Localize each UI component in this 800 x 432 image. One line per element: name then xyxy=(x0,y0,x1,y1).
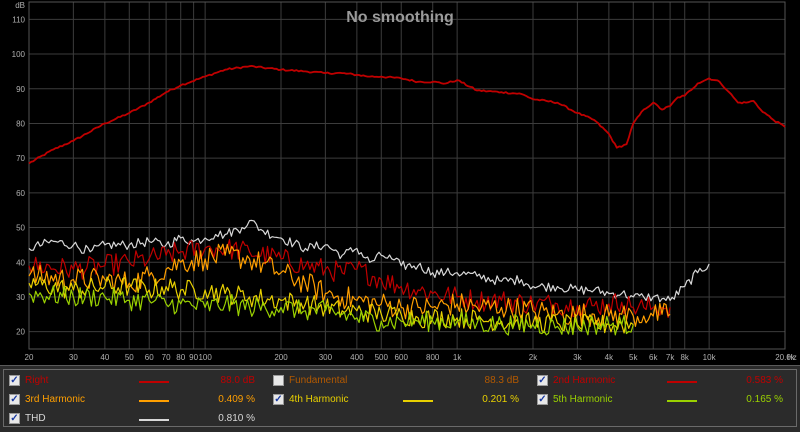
x-tick-label: 100 xyxy=(198,353,212,362)
legend-value-h3: 0.409 % xyxy=(218,394,255,405)
x-tick-label: 40 xyxy=(100,353,109,362)
series-line-5th-harmonic xyxy=(28,285,634,336)
x-tick-label: 1k xyxy=(453,353,462,362)
legend-checkbox-h4[interactable]: ✓ xyxy=(273,394,284,405)
series-line-2nd-harmonic xyxy=(28,239,671,318)
x-tick-label: 60 xyxy=(145,353,154,362)
x-tick-label: 30 xyxy=(69,353,78,362)
x-axis-label: Hz xyxy=(787,353,797,362)
legend-item-right: ✓ Right 88.0 dB xyxy=(9,373,259,391)
y-tick-label: 70 xyxy=(16,154,25,163)
y-tick-label: 30 xyxy=(16,293,25,302)
legend-label-h5: 5th Harmonic xyxy=(553,394,613,405)
series-line-right xyxy=(28,65,786,165)
legend-checkbox-fundamental[interactable]: ✓ xyxy=(273,375,284,386)
x-tick-label: 200 xyxy=(274,353,288,362)
x-tick-label: 4k xyxy=(605,353,614,362)
x-tick-label: 3k xyxy=(573,353,582,362)
y-axis-label: dB xyxy=(15,1,25,10)
x-tick-label: 50 xyxy=(125,353,134,362)
y-tick-label: 50 xyxy=(16,224,25,233)
legend-value-right: 88.0 dB xyxy=(220,375,255,386)
x-tick-label: 20 xyxy=(25,353,34,362)
x-tick-label: 400 xyxy=(350,353,364,362)
legend-label-thd: THD xyxy=(25,413,46,424)
legend-value-thd: 0.810 % xyxy=(218,413,255,424)
x-tick-label: 6k xyxy=(649,353,658,362)
x-tick-label: 500 xyxy=(375,353,389,362)
series-line-thd xyxy=(28,219,710,303)
legend-checkbox-thd[interactable]: ✓ xyxy=(9,413,20,424)
y-tick-label: 60 xyxy=(16,189,25,198)
legend-checkbox-h5[interactable]: ✓ xyxy=(537,394,548,405)
y-tick-label: 40 xyxy=(16,258,25,267)
legend-swatch-h4 xyxy=(403,400,433,402)
x-tick-label: 20.0k xyxy=(775,353,796,362)
legend-swatch-h5 xyxy=(667,400,697,402)
legend-checkbox-right[interactable]: ✓ xyxy=(9,375,20,386)
x-tick-label: 5k xyxy=(629,353,638,362)
legend-value-h5: 0.165 % xyxy=(746,394,783,405)
legend-box: ✓ Right 88.0 dB ✓ Fundamental 88.3 dB ✓ 2nd Har… xyxy=(3,369,797,427)
frequency-response-plot[interactable]: 20 30 40 50 60 70 80 90 100 110 20 30 40 50 60 70 80 90 10… xyxy=(0,0,800,365)
legend-swatch-right xyxy=(139,381,169,383)
series-line-4th-harmonic xyxy=(28,276,634,334)
legend-label-fundamental: Fundamental xyxy=(289,375,348,386)
legend-swatch-h3 xyxy=(139,400,169,402)
y-tick-label: 110 xyxy=(12,15,25,24)
x-tick-label: 90 xyxy=(189,353,198,362)
y-tick-label: 80 xyxy=(16,119,25,128)
y-tick-label: 20 xyxy=(16,328,25,337)
legend-item-thd: ✓ THD 0.810 % xyxy=(9,411,259,429)
x-tick-label: 600 xyxy=(395,353,409,362)
plot-frame xyxy=(28,1,786,350)
legend-value-h4: 0.201 % xyxy=(482,394,519,405)
legend-swatch-thd xyxy=(139,419,169,421)
x-tick-label: 80 xyxy=(176,353,185,362)
x-tick-label: 8k xyxy=(680,353,689,362)
legend-item-h3: ✓ 3rd Harmonic 0.409 % xyxy=(9,392,259,410)
x-tick-label: 10k xyxy=(703,353,717,362)
legend-item-h2: ✓ 2nd Harmonic 0.583 % xyxy=(537,373,787,391)
legend-value-fundamental: 88.3 dB xyxy=(484,375,519,386)
legend-label-right: Right xyxy=(25,375,49,386)
x-tick-label: 2k xyxy=(529,353,538,362)
legend-checkbox-h2[interactable]: ✓ xyxy=(537,375,548,386)
legend-panel: ✓ Right 88.0 dB ✓ Fundamental 88.3 dB ✓ 2nd Har… xyxy=(0,365,800,432)
legend-label-h4: 4th Harmonic xyxy=(289,394,349,405)
legend-value-h2: 0.583 % xyxy=(746,375,783,386)
y-tick-label: 90 xyxy=(16,85,25,94)
legend-label-h3: 3rd Harmonic xyxy=(25,394,86,405)
chart-title: No smoothing xyxy=(346,9,454,26)
legend-item-fundamental: ✓ Fundamental 88.3 dB xyxy=(273,373,523,391)
legend-item-h4: ✓ 4th Harmonic 0.201 % xyxy=(273,392,523,410)
x-tick-label: 300 xyxy=(319,353,333,362)
legend-label-h2: 2nd Harmonic xyxy=(553,375,616,386)
x-tick-label: 800 xyxy=(426,353,440,362)
x-tick-label: 7k xyxy=(666,353,675,362)
legend-swatch-h2 xyxy=(667,381,697,383)
legend-checkbox-h3[interactable]: ✓ xyxy=(9,394,20,405)
y-tick-label: 100 xyxy=(12,50,26,59)
x-tick-label: 70 xyxy=(162,353,171,362)
legend-item-h5: ✓ 5th Harmonic 0.165 % xyxy=(537,392,787,410)
